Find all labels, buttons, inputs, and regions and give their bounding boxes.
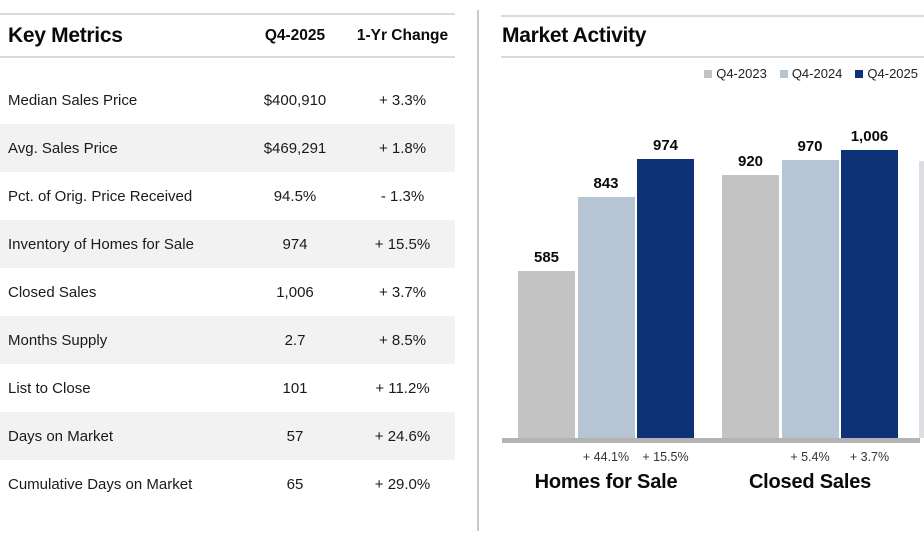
- legend-item: Q4-2023: [704, 66, 767, 81]
- category-label: Homes for Sale: [534, 471, 678, 493]
- changes-row: + 5.4% + 3.7%: [722, 450, 898, 464]
- table-header-row: Key Metrics Q4-2025 1-Yr Change: [0, 16, 455, 56]
- bar-value-label: 920: [737, 153, 764, 170]
- key-metrics-panel: Key Metrics Q4-2025 1-Yr Change Median S…: [0, 0, 460, 537]
- metric-change: + 24.6%: [374, 427, 431, 445]
- metric-change: - 1.3%: [380, 187, 425, 205]
- metric-change: + 29.0%: [374, 475, 431, 493]
- table-row: Cumulative Days on Market 65 + 29.0%: [0, 460, 455, 508]
- bar-change-label: [722, 450, 779, 464]
- bar-q4-2025: [637, 159, 694, 438]
- bar-chart: 585 843 974 + 44.1% + 15.5% Homes for Sale 920…: [501, 128, 924, 537]
- table-row: List to Close 101 + 11.2%: [0, 364, 455, 412]
- bar-column: 1,006: [841, 128, 898, 438]
- metrics-table: Median Sales Price $400,910 + 3.3% Avg. Sal…: [0, 76, 455, 508]
- table-row: Months Supply 2.7 + 8.5%: [0, 316, 455, 364]
- metric-change: + 15.5%: [374, 235, 431, 253]
- metric-name: List to Close: [8, 379, 91, 397]
- metric-change: + 8.5%: [378, 331, 427, 349]
- top-rule: [0, 13, 455, 15]
- metric-name: Inventory of Homes for Sale: [8, 235, 194, 253]
- metric-name: Closed Sales: [8, 283, 97, 301]
- table-row: Median Sales Price $400,910 + 3.3%: [0, 76, 455, 124]
- bar-q4-2024: [781, 160, 839, 438]
- bars-row: 920 970 1,006: [722, 128, 898, 438]
- table-row: Days on Market 57 + 24.6%: [0, 412, 455, 460]
- metric-change: + 3.7%: [378, 283, 427, 301]
- metric-change: + 11.2%: [375, 379, 430, 397]
- bars-row: 585 843 974: [518, 137, 694, 438]
- chart-legend: Q4-2023 Q4-2024 Q4-2025: [704, 66, 918, 81]
- panel-divider: [477, 10, 479, 531]
- bar-column: 585: [518, 249, 575, 438]
- metric-name: Median Sales Price: [8, 91, 138, 109]
- metric-change: + 3.3%: [378, 91, 427, 109]
- legend-label: Q4-2024: [791, 66, 843, 81]
- column-header-change: 1-Yr Change: [356, 27, 449, 44]
- legend-label: Q4-2025: [867, 66, 918, 81]
- legend-item: Q4-2025: [855, 66, 918, 81]
- metric-value: 65: [286, 475, 304, 493]
- bar-q4-2025: [841, 150, 898, 438]
- metric-name: Pct. of Orig. Price Received: [8, 187, 193, 205]
- bar-column: 974: [637, 137, 694, 438]
- market-activity-panel: Market Activity Q4-2023 Q4-2024 Q4-2025 58…: [501, 0, 924, 537]
- metric-value: 2.7: [284, 331, 306, 349]
- legend-swatch-icon: [704, 69, 713, 78]
- legend-swatch-icon: [855, 69, 864, 78]
- bar-change-label: + 15.5%: [642, 450, 689, 464]
- bar-change-label: + 3.7%: [849, 450, 890, 464]
- bar-change-label: [518, 450, 575, 464]
- metric-name: Avg. Sales Price: [8, 139, 118, 157]
- bar-value-label: 970: [797, 138, 823, 155]
- metric-name: Days on Market: [8, 427, 114, 445]
- metric-value: $400,910: [263, 91, 327, 109]
- metric-value: 1,006: [276, 283, 314, 301]
- metric-value: 94.5%: [273, 187, 317, 205]
- metric-value: $469,291: [263, 139, 327, 157]
- metric-value: 974: [282, 235, 308, 253]
- bar-value-label: 843: [593, 175, 619, 192]
- market-activity-title: Market Activity: [502, 24, 647, 47]
- chart-top-rule: [501, 15, 924, 17]
- bar-q4-2023: [722, 175, 779, 438]
- chart-title-rule: [501, 56, 924, 58]
- key-metrics-title: Key Metrics: [8, 24, 123, 47]
- bar-change-label: + 5.4%: [790, 450, 830, 464]
- cropped-next-group-bar: [919, 161, 924, 438]
- bar-q4-2024: [577, 197, 635, 438]
- bar-column: 970: [781, 138, 839, 438]
- table-row: Pct. of Orig. Price Received 94.5% - 1.3%: [0, 172, 455, 220]
- table-row: Inventory of Homes for Sale 974 + 15.5%: [0, 220, 455, 268]
- bar-q4-2023: [518, 271, 575, 438]
- changes-row: + 44.1% + 15.5%: [518, 450, 694, 464]
- table-row: Closed Sales 1,006 + 3.7%: [0, 268, 455, 316]
- category-label: Closed Sales: [748, 471, 872, 493]
- bar-value-label: 1,006: [850, 128, 889, 145]
- bar-column: 920: [722, 153, 779, 438]
- column-header-quarter: Q4-2025: [264, 27, 326, 44]
- metric-change: + 1.8%: [378, 139, 427, 157]
- header-rule: [0, 56, 455, 58]
- bar-value-label: 974: [652, 137, 679, 154]
- legend-label: Q4-2023: [716, 66, 767, 81]
- metric-name: Cumulative Days on Market: [8, 475, 193, 493]
- x-axis-line: [502, 438, 920, 443]
- bar-column: 843: [577, 175, 635, 438]
- bar-value-label: 585: [533, 249, 560, 266]
- legend-swatch-icon: [779, 69, 788, 78]
- table-row: Avg. Sales Price $469,291 + 1.8%: [0, 124, 455, 172]
- legend-item: Q4-2024: [779, 66, 843, 81]
- bar-group: 585 843 974 + 44.1% + 15.5% Homes for Sale: [518, 137, 694, 494]
- bar-change-label: + 44.1%: [582, 450, 630, 464]
- metric-value: 57: [286, 427, 304, 445]
- metric-name: Months Supply: [8, 331, 108, 349]
- bar-group: 920 970 1,006 + 5.4% + 3.7% Closed Sales: [722, 128, 898, 494]
- metric-value: 101: [282, 379, 308, 397]
